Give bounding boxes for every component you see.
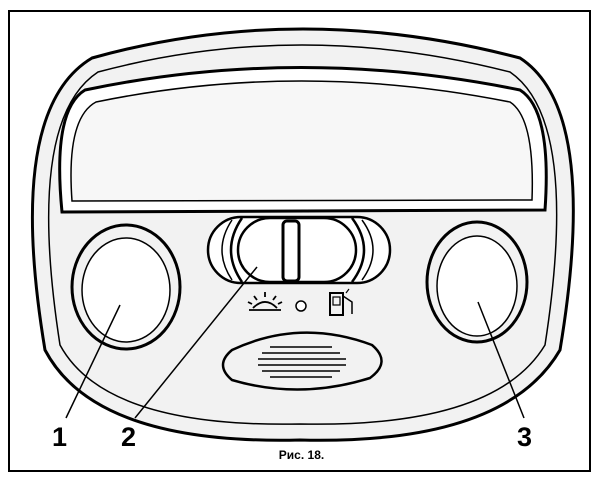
leader-line-2 [134,266,258,419]
door-ajar-icon [329,288,353,316]
right-reading-lamp[interactable] [425,220,529,344]
mode-switch[interactable] [206,215,392,285]
callout-1: 1 [52,422,68,452]
callout-2: 2 [121,422,137,452]
callout-3: 3 [517,422,533,452]
speaker-grille [221,331,383,391]
upper-window-inner [70,80,534,202]
figure-caption: Рис. 18. [278,448,325,462]
left-reading-lamp[interactable] [70,223,182,351]
leader-line-3 [477,301,525,419]
leader-line-1 [65,304,121,419]
sun-lamp-icon [247,292,283,311]
indicator-dot-icon [295,300,307,312]
housing-inner-edge [47,44,558,425]
